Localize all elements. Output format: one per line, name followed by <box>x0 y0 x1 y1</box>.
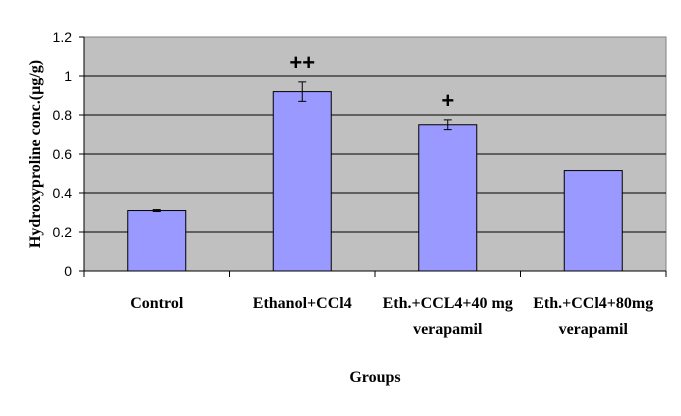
bar <box>127 210 187 272</box>
y-axis-ticks: 0 0.2 0.4 0.6 0.8 1 1.2 <box>53 29 84 279</box>
x-axis-title: Groups <box>349 369 400 386</box>
bar <box>418 124 478 272</box>
y-tick-label: 0.2 <box>53 224 73 240</box>
y-tick-label: 0 <box>64 263 72 279</box>
bar <box>563 170 623 272</box>
x-category-label: Eth.+CCl4+80mg <box>533 295 653 312</box>
significance-marker: + <box>441 88 454 113</box>
y-tick-label: 0.4 <box>53 185 73 201</box>
x-category-label: Ethanol+CCl4 <box>253 295 352 312</box>
y-tick-label: 0.8 <box>53 107 73 123</box>
x-category-label: verapamil <box>413 321 483 338</box>
y-tick-label: 1.2 <box>53 29 73 45</box>
significance-marker: ++ <box>289 50 315 75</box>
y-tick-label: 0.6 <box>53 146 73 162</box>
y-tick-label: 1 <box>64 68 72 84</box>
bars: +++ <box>127 50 623 272</box>
x-category-label: Control <box>130 295 184 312</box>
x-category-label: Eth.+CCL4+40 mg <box>383 295 513 312</box>
y-axis-title: Hydroxyproline conc.(µg/g) <box>27 60 44 248</box>
bar <box>272 91 332 272</box>
x-category-label: verapamil <box>559 321 629 338</box>
x-axis-categories: Control Ethanol+CCl4 Eth.+CCL4+40 mg verapa… <box>83 271 667 338</box>
